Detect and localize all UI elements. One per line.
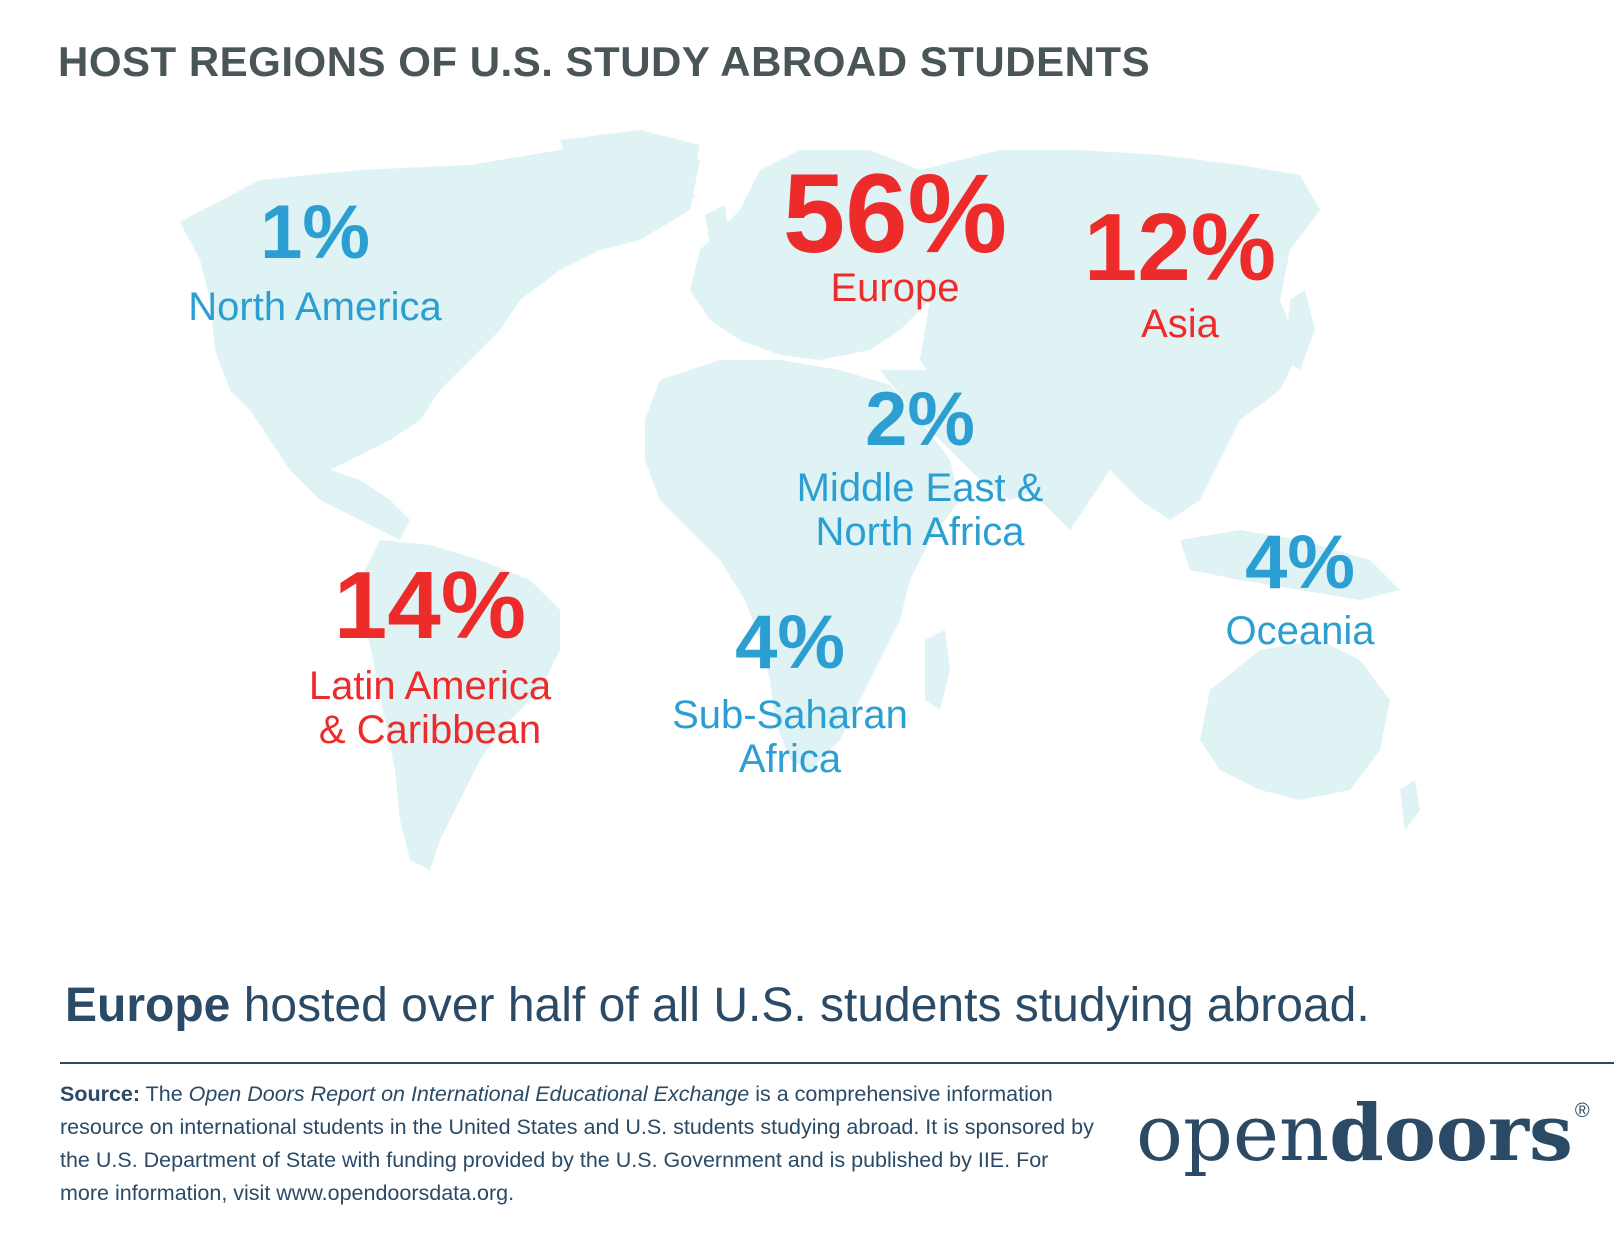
divider [60,1062,1614,1064]
summary-statement: Europe hosted over half of all U.S. stud… [65,978,1370,1033]
landmass-australia [1200,640,1390,800]
region-asia: 12% Asia [1080,194,1280,347]
landmass-new-zealand [1400,780,1420,830]
region-latin-america: 14% Latin America & Caribbean [285,552,575,753]
region-mena-label-line-1: Middle East & [796,466,1044,510]
landmass-iceland [660,180,695,203]
landmass-southeast-asia-islands [1180,530,1400,600]
landmass-uk [705,205,730,255]
world-map [180,130,1420,870]
region-latin-america-label-line-2: & Caribbean [318,708,542,752]
region-sub-saharan-percent: 4% [735,600,845,685]
region-middle-east-north-africa: 2% Middle East & North Africa [780,377,1060,555]
logo-part-doors: doors [1329,1088,1573,1179]
page-title: HOST REGIONS OF U.S. STUDY ABROAD STUDEN… [58,38,1151,85]
region-europe-percent: 56% [782,151,1008,276]
region-latin-america-percent: 14% [333,552,527,659]
region-oceania: 4% Oceania [1200,520,1400,654]
region-sub-saharan-label-line-2: Africa [738,737,842,781]
region-oceania-percent: 4% [1245,520,1355,605]
landmass-japan [1285,290,1315,370]
landmass-madagascar [925,630,950,710]
logo-part-open: open [1136,1089,1330,1179]
landmass-asia [920,150,1320,530]
source-text: is a comprehensive information resource … [60,1082,1094,1205]
region-asia-percent: 12% [1083,194,1277,301]
opendoors-logo: opendoors ® [1136,1095,1590,1174]
source-note: Source: The Open Doors Report on Interna… [60,1078,1100,1210]
landmass-central-america [300,470,410,540]
source-lead: Source: [60,1082,141,1106]
region-north-america-label: North America [188,285,442,329]
region-europe-label: Europe [830,266,960,310]
landmass-middle-east [880,370,1040,500]
landmass-north-america [180,140,700,480]
region-asia-label: Asia [1141,302,1219,346]
region-north-america: 1% North America [180,190,450,330]
registered-mark: ® [1574,1100,1590,1122]
landmass-africa [645,360,960,770]
region-sub-saharan-africa: 4% Sub-Saharan Africa [660,600,920,782]
region-mena-label-line-2: North Africa [815,510,1025,554]
region-europe: 56% Europe [770,151,1020,311]
summary-bold: Europe [65,979,231,1032]
summary-rest: hosted over half of all U.S. students st… [230,979,1370,1032]
region-sub-saharan-label-line-1: Sub-Saharan [672,693,908,737]
region-north-america-percent: 1% [260,190,370,275]
landmass-south-america [360,540,560,870]
source-pre: The [140,1082,189,1106]
region-latin-america-label-line-1: Latin America [308,664,552,708]
source-report-title: Open Doors Report on International Educa… [188,1082,750,1106]
landmass-europe [690,150,980,360]
region-mena-percent: 2% [865,377,975,462]
region-oceania-label: Oceania [1225,609,1375,653]
